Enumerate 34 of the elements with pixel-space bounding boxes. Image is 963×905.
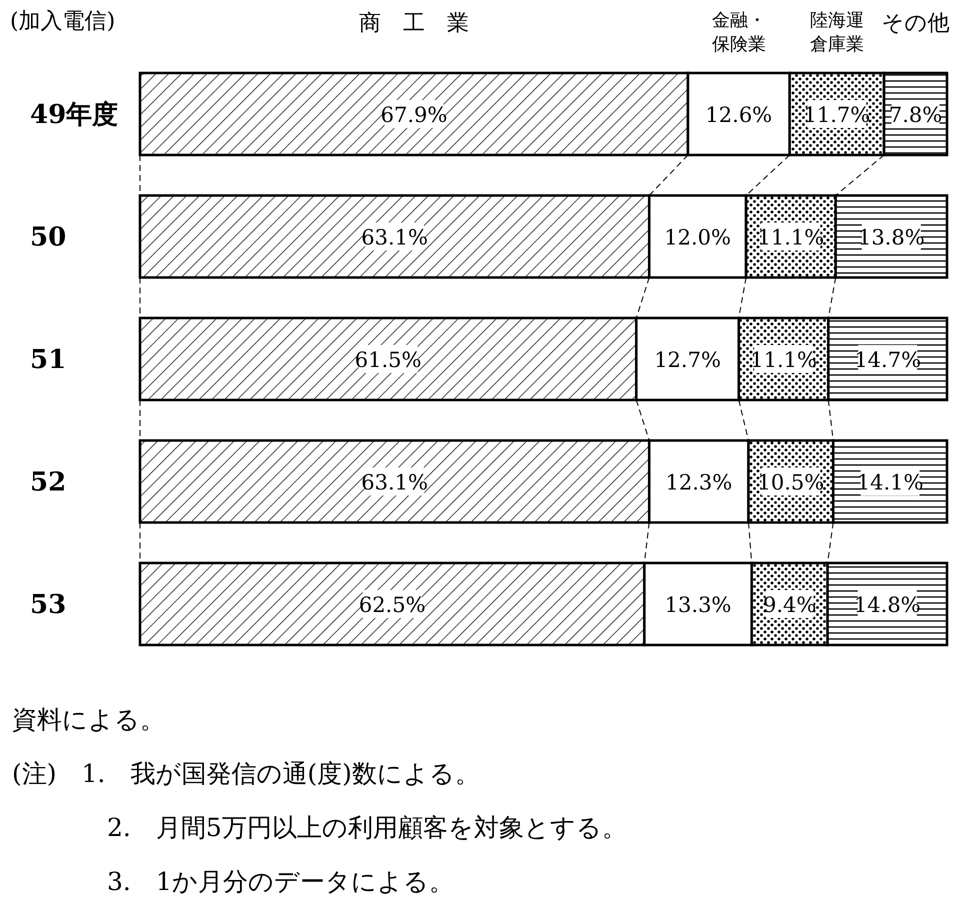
data-label: 62.5%: [358, 593, 426, 617]
text: (注) 1. 我が国発信の通(度)数による。: [12, 759, 480, 788]
y-axis-title: (加入電信): [10, 9, 116, 34]
data-label: 14.7%: [854, 348, 922, 372]
data-label: 13.8%: [858, 226, 925, 250]
y-tick-label: 52: [30, 468, 66, 498]
data-label: 14.8%: [854, 593, 921, 617]
data-label: 61.5%: [354, 348, 422, 372]
y-tick-label: 53: [30, 590, 66, 620]
series-label: その他: [882, 11, 950, 36]
series-label: 陸海運倉庫業: [810, 10, 864, 55]
text: 資料による。: [12, 705, 165, 734]
data-label: 67.9%: [380, 103, 448, 127]
data-label: 14.1%: [856, 470, 924, 494]
data-label: 7.8%: [888, 103, 942, 127]
text: 3. 1か月分のデータによる。: [107, 867, 454, 896]
data-label: 11.1%: [757, 226, 824, 250]
series-label: 金融・保険業: [712, 10, 766, 55]
data-label: 11.1%: [750, 348, 817, 372]
y-tick-label: 50: [30, 222, 66, 252]
data-label: 63.1%: [361, 226, 428, 250]
data-label: 10.5%: [757, 470, 824, 494]
data-label: 9.4%: [762, 593, 816, 617]
y-tick-label: 51: [30, 345, 66, 375]
data-label: 12.0%: [664, 226, 731, 250]
data-label: 12.6%: [705, 103, 772, 127]
data-label: 12.7%: [654, 348, 721, 372]
data-label: 13.3%: [664, 593, 732, 617]
data-label: 63.1%: [361, 470, 428, 494]
series-label: 商 工 業: [358, 11, 469, 36]
data-label: 11.7%: [803, 103, 870, 127]
data-label: 12.3%: [665, 470, 732, 494]
y-tick-label: 49年度: [30, 100, 118, 130]
text: 2. 月間5万円以上の利用顧客を対象とする。: [107, 813, 627, 842]
